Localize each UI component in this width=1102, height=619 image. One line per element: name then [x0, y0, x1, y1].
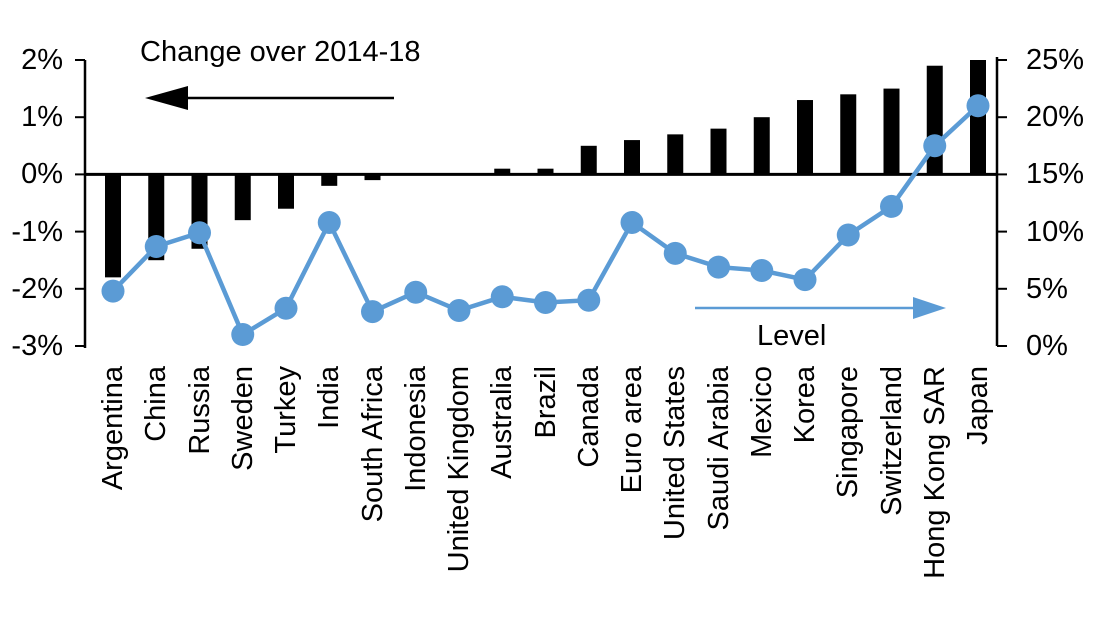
- level-marker: [101, 279, 125, 303]
- category-label: Argentina: [97, 366, 129, 491]
- category-label: Australia: [486, 366, 519, 479]
- bar: [840, 94, 857, 175]
- bar: [278, 174, 294, 209]
- bar: [753, 117, 770, 175]
- left-axis-tick-label: -2%: [11, 272, 63, 305]
- right-axis-tick-label: 10%: [1026, 215, 1085, 248]
- category-label: Switzerland: [875, 366, 908, 516]
- level-arrow-head: [913, 297, 946, 319]
- right-axis-tick-label: 15%: [1026, 158, 1085, 191]
- level-series-label: Level: [757, 320, 827, 352]
- right-axis-tick-label: 5%: [1026, 272, 1068, 305]
- level-marker: [447, 299, 471, 323]
- level-marker: [620, 210, 644, 234]
- category-label: United Kingdom: [443, 366, 475, 573]
- chart-title: Change over 2014-18: [140, 36, 421, 68]
- right-axis-tick-label: 0%: [1026, 330, 1068, 362]
- change-arrow-head: [145, 86, 188, 110]
- level-marker: [577, 288, 601, 312]
- category-label: Singapore: [832, 366, 865, 499]
- category-label: Japan: [962, 366, 994, 446]
- level-marker: [361, 300, 384, 324]
- level-marker: [923, 134, 947, 158]
- bar: [234, 174, 251, 221]
- right-axis-tick-label: 25%: [1026, 44, 1085, 76]
- category-label: Indonesia: [399, 366, 432, 492]
- left-axis-tick-label: 2%: [21, 44, 63, 76]
- category-label: Sweden: [226, 366, 259, 471]
- bar: [667, 134, 684, 175]
- category-label: South Africa: [356, 366, 389, 523]
- category-label: Canada: [572, 366, 605, 468]
- bar: [883, 88, 900, 175]
- category-label: Korea: [789, 366, 821, 444]
- right-axis-tick-label: 20%: [1026, 101, 1085, 134]
- bar: [624, 140, 640, 175]
- level-marker: [534, 291, 557, 315]
- bar: [105, 174, 121, 278]
- level-marker: [663, 241, 687, 265]
- category-label: United States: [659, 366, 692, 541]
- bar: [926, 65, 943, 175]
- category-label: Turkey: [270, 366, 302, 454]
- category-label: Mexico: [745, 366, 778, 458]
- level-marker: [880, 194, 903, 218]
- level-marker: [750, 258, 774, 282]
- left-axis-tick-label: 0%: [21, 158, 63, 191]
- category-label: Russia: [183, 366, 216, 455]
- level-marker: [144, 234, 168, 258]
- category-label: Brazil: [529, 366, 562, 439]
- level-marker: [793, 268, 817, 292]
- level-marker: [404, 280, 428, 304]
- left-axis-tick-label: -3%: [11, 330, 63, 362]
- category-label: India: [313, 366, 346, 429]
- level-marker: [966, 94, 990, 118]
- bar: [710, 128, 727, 175]
- category-label: Hong Kong SAR: [918, 366, 951, 579]
- level-marker: [490, 285, 514, 309]
- level-marker: [274, 296, 298, 320]
- bar: [537, 168, 554, 175]
- left-axis-tick-label: -1%: [11, 215, 63, 248]
- category-label: Euro area: [616, 366, 648, 494]
- left-axis-tick-label: 1%: [21, 101, 63, 134]
- category-label: Saudi Arabia: [702, 366, 735, 531]
- category-label: China: [140, 366, 173, 442]
- level-marker: [317, 210, 341, 234]
- bar: [494, 168, 511, 175]
- level-marker: [836, 223, 860, 247]
- bar: [364, 174, 381, 181]
- level-marker: [231, 323, 255, 347]
- bar: [797, 100, 813, 175]
- level-marker: [707, 255, 730, 279]
- level-marker: [188, 221, 211, 245]
- bar: [321, 174, 338, 186]
- bar: [580, 145, 597, 175]
